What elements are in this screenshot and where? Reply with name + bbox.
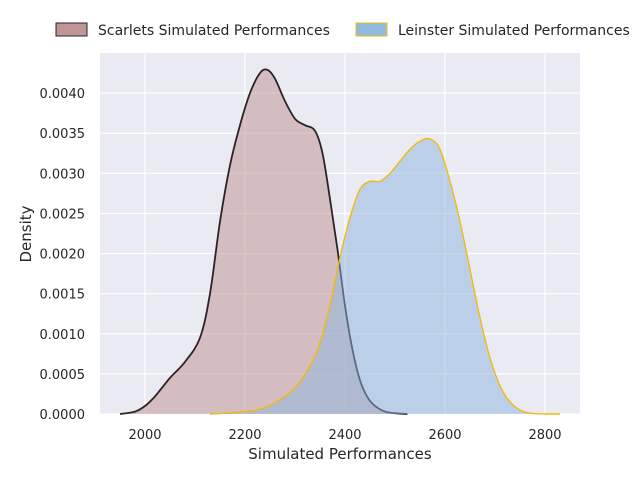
y-tick-label: 0.0040	[40, 87, 86, 102]
x-tick-label: 2400	[328, 428, 361, 443]
y-tick-label: 0.0025	[40, 207, 86, 222]
y-tick-label: 0.0020	[40, 248, 86, 263]
legend-swatch-leinster	[355, 22, 388, 37]
x-tick-label: 2200	[228, 428, 261, 443]
series-layer	[119, 68, 560, 415]
x-tick-label: 2600	[428, 428, 461, 443]
legend-swatch-scarlets	[55, 22, 88, 37]
density-area-leinster	[210, 138, 560, 415]
y-tick-label: 0.0005	[40, 368, 86, 383]
y-tick-label: 0.0030	[40, 167, 86, 182]
x-axis-label: Simulated Performances	[248, 445, 432, 463]
x-tick-label: 2800	[528, 428, 561, 443]
x-tick-labels: 2000 2200 2400 2600 2800	[128, 428, 561, 443]
legend-label-leinster: Leinster Simulated Performances	[398, 23, 630, 39]
x-tick-label: 2000	[128, 428, 161, 443]
y-tick-labels: 0.0000 0.0005 0.0010 0.0015 0.0020 0.0025 0.00…	[40, 87, 86, 423]
y-axis-label: Density	[17, 205, 35, 262]
density-line-leinster	[209, 137, 560, 415]
y-tick-label: 0.0035	[40, 127, 86, 142]
y-tick-label: 0.0010	[40, 328, 86, 343]
legend: Scarlets Simulated Performances Leinster…	[55, 22, 630, 39]
legend-label-scarlets: Scarlets Simulated Performances	[98, 23, 330, 39]
y-tick-label: 0.0000	[40, 408, 86, 423]
y-tick-label: 0.0015	[40, 288, 86, 303]
